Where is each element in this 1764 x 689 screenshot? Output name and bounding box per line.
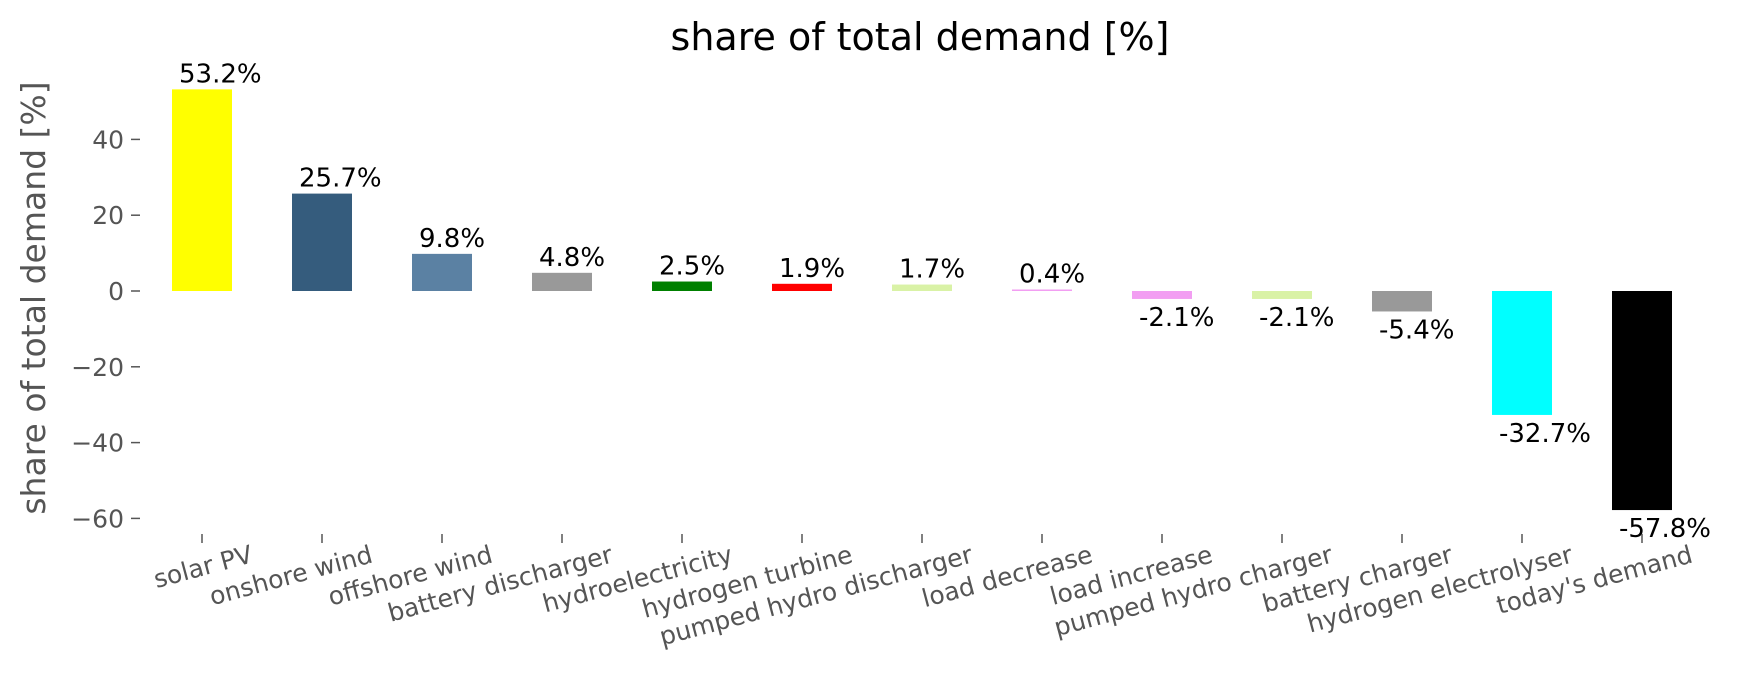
bar-hydrogen-turbine (772, 283, 832, 291)
data-label: 53.2% (179, 59, 262, 89)
data-label: -57.8% (1619, 514, 1711, 544)
bar-today-s-demand (1612, 291, 1672, 511)
y-tick-label: 0 (108, 277, 124, 306)
bars (172, 89, 1672, 511)
y-axis-label: share of total demand [%] (14, 81, 53, 514)
bar-hydrogen-electrolyser (1492, 291, 1552, 415)
y-tick-label: −60 (71, 504, 124, 533)
data-label: -32.7% (1499, 419, 1591, 449)
data-label: 0.4% (1019, 259, 1085, 289)
data-label: 1.9% (779, 254, 845, 284)
bar-pumped-hydro-charger (1252, 291, 1312, 299)
y-axis: 40 20 0 −20 −40 −60 (71, 125, 140, 533)
bar-pumped-hydro-discharger (892, 284, 952, 291)
data-label: 2.5% (659, 252, 725, 282)
data-label: 25.7% (299, 164, 382, 194)
data-label: 9.8% (419, 224, 485, 254)
bar-hydroelectricity (652, 281, 712, 291)
y-tick-label: −40 (71, 429, 124, 458)
data-label: 1.7% (899, 255, 965, 285)
data-labels: 53.2% 25.7% 9.8% 4.8% 2.5% 1.9% 1.7% 0.4% -2.1% -… (179, 59, 1711, 544)
y-tick-label: 40 (92, 125, 124, 154)
data-label: -5.4% (1379, 315, 1454, 345)
bar-onshore-wind (292, 193, 352, 291)
bar-battery-charger (1372, 291, 1432, 312)
bar-battery-discharger (532, 272, 592, 291)
data-label: 4.8% (539, 243, 605, 273)
y-tick-label: 20 (92, 201, 124, 230)
bar-offshore-wind (412, 253, 472, 291)
bar-solar-pv (172, 89, 232, 291)
data-label: -2.1% (1259, 303, 1334, 333)
bar-load-increase (1132, 291, 1192, 299)
chart-title: share of total demand [%] (671, 15, 1170, 59)
bar-load-decrease (1012, 289, 1072, 291)
y-tick-label: −20 (71, 353, 124, 382)
data-label: -2.1% (1139, 303, 1214, 333)
